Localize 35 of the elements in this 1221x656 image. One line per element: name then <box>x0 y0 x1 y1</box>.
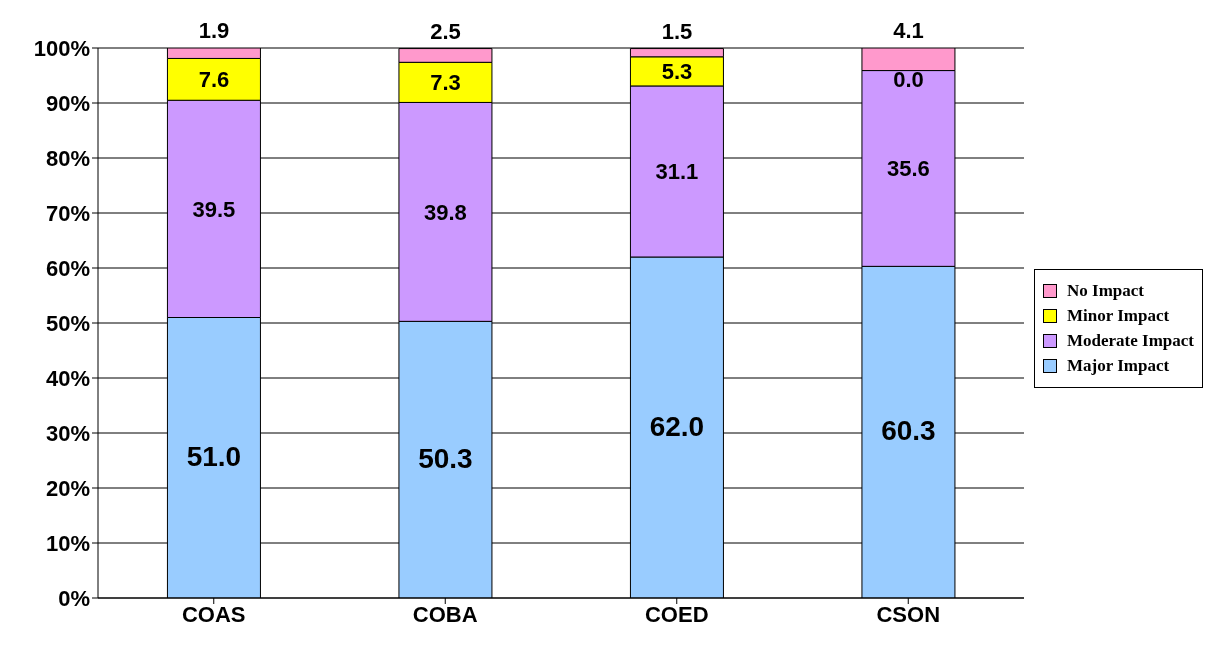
data-label: 35.6 <box>887 156 930 182</box>
data-label: 4.1 <box>893 18 924 43</box>
y-tick-label: 0% <box>58 585 90 611</box>
y-tick-label: 80% <box>45 145 90 171</box>
data-label: 0.0 <box>893 66 924 92</box>
y-tick-label: 60% <box>45 255 90 281</box>
y-tick-label: 10% <box>45 530 90 556</box>
y-tick-label: 40% <box>45 365 90 391</box>
y-tick-label: 70% <box>45 200 90 226</box>
data-label: 1.9 <box>198 18 230 43</box>
data-label: 62.0 <box>649 410 705 442</box>
y-tick-label: 50% <box>45 310 90 336</box>
y-tick-label: 100% <box>33 35 90 61</box>
data-label: 60.3 <box>881 415 936 447</box>
x-tick-label: CSON <box>876 601 941 627</box>
data-label: 50.3 <box>418 442 473 474</box>
data-label: 39.8 <box>424 199 467 225</box>
y-tick-label: 90% <box>45 90 90 116</box>
x-tick-label: COBA <box>412 601 478 627</box>
data-label: 31.1 <box>655 159 699 185</box>
y-tick-label: 30% <box>45 420 90 446</box>
x-tick-label: COAS <box>181 601 246 627</box>
data-label: 7.6 <box>198 67 230 93</box>
data-label: 39.5 <box>192 196 236 222</box>
y-tick-label: 20% <box>45 475 90 501</box>
legend-label: Minor Impact <box>1067 305 1170 326</box>
data-label: 2.5 <box>430 18 461 44</box>
legend-label: Moderate Impact <box>1067 330 1194 351</box>
legend-label: Major Impact <box>1067 355 1170 376</box>
legend-label: No Impact <box>1067 280 1144 301</box>
x-tick-label: COED <box>644 601 709 627</box>
data-label: 7.3 <box>430 70 461 96</box>
data-label: 1.5 <box>661 18 693 44</box>
data-label: 51.0 <box>186 440 242 472</box>
data-label: 5.3 <box>661 59 693 85</box>
